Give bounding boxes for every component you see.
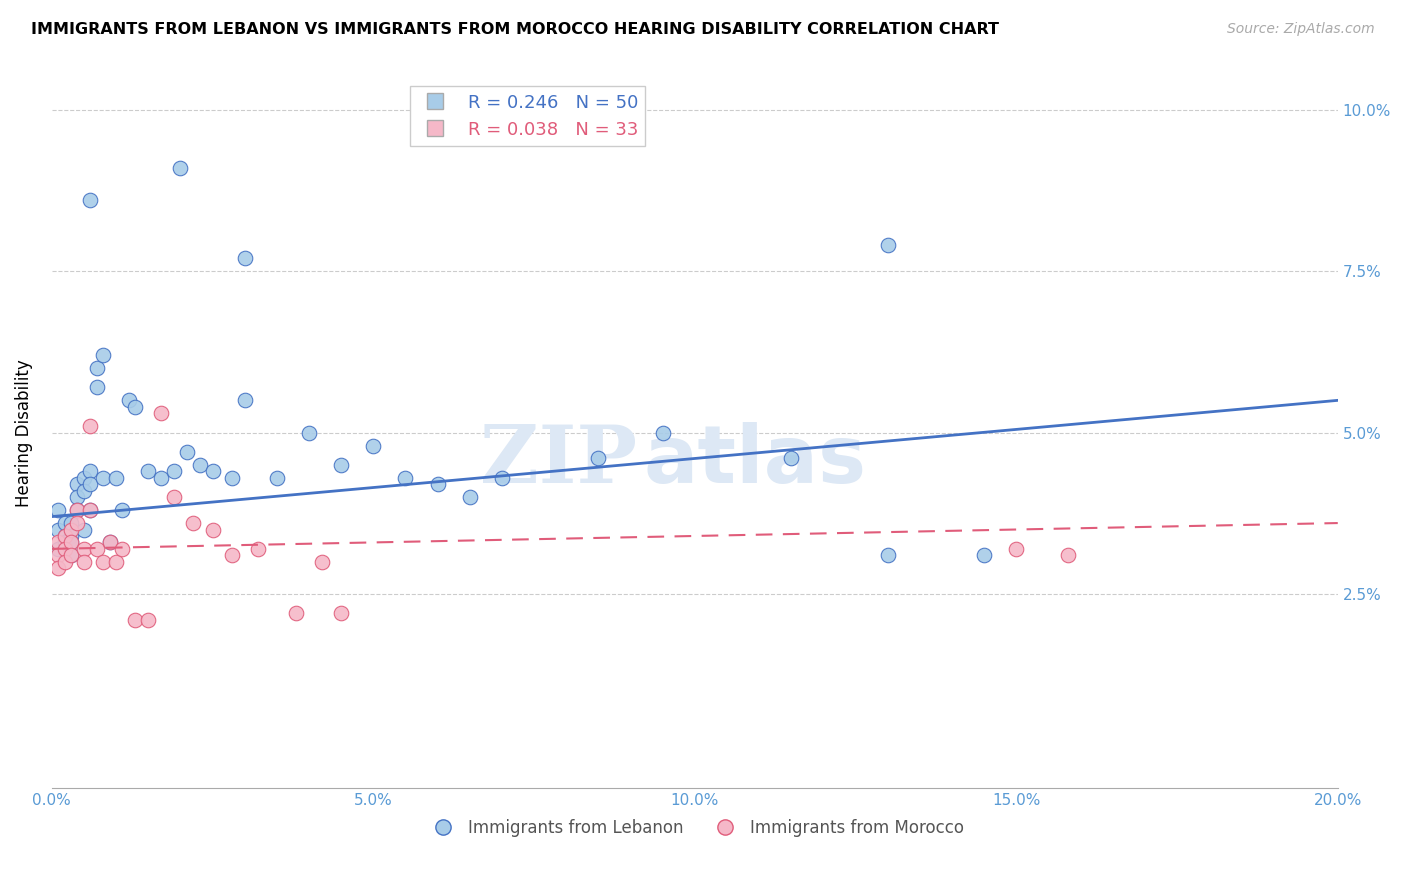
Text: ZIP: ZIP [479,422,637,500]
Point [780,451,803,466]
Point [53,516,76,530]
Point [124,613,146,627]
Point [66,477,89,491]
Point [79,503,101,517]
Point [111,541,134,556]
Point [163,490,186,504]
Point [46,535,69,549]
Point [91,471,114,485]
Point [86,361,108,376]
Point [163,464,186,478]
Point [79,419,101,434]
Point [651,425,673,440]
Point [53,541,76,556]
Text: atlas: atlas [644,422,866,500]
Point [98,535,121,549]
Point [60,516,83,530]
Point [60,523,83,537]
Point [221,549,243,563]
Point [73,523,96,537]
Y-axis label: Hearing Disability: Hearing Disability [15,359,32,507]
Point [60,549,83,563]
Point [246,541,269,556]
Point [86,380,108,394]
Point [973,549,995,563]
Point [118,393,141,408]
Point [330,458,353,472]
Text: Source: ZipAtlas.com: Source: ZipAtlas.com [1227,22,1375,37]
Point [86,541,108,556]
Point [60,535,83,549]
Point [66,503,89,517]
Point [105,555,128,569]
Point [46,549,69,563]
Point [79,193,101,207]
Point [73,471,96,485]
Point [491,471,513,485]
Point [91,348,114,362]
Point [188,458,211,472]
Point [394,471,416,485]
Point [53,535,76,549]
Point [98,535,121,549]
Point [169,161,191,175]
Point [53,529,76,543]
Point [876,238,898,252]
Point [426,477,449,491]
Text: IMMIGRANTS FROM LEBANON VS IMMIGRANTS FROM MOROCCO HEARING DISABILITY CORRELATIO: IMMIGRANTS FROM LEBANON VS IMMIGRANTS FR… [31,22,998,37]
Point [60,535,83,549]
Point [150,406,173,420]
Point [588,451,610,466]
Point [53,555,76,569]
Point [46,561,69,575]
Point [66,516,89,530]
Point [66,503,89,517]
Point [79,464,101,478]
Point [53,529,76,543]
Point [285,607,308,621]
Point [105,471,128,485]
Point [181,516,204,530]
Point [1056,549,1078,563]
Point [150,471,173,485]
Point [73,483,96,498]
Point [136,464,159,478]
Point [201,464,224,478]
Point [201,523,224,537]
Point [311,555,333,569]
Point [91,555,114,569]
Point [46,503,69,517]
Point [233,393,256,408]
Point [458,490,481,504]
Point [60,529,83,543]
Point [111,503,134,517]
Point [876,549,898,563]
Point [46,523,69,537]
Point [46,541,69,556]
Point [330,607,353,621]
Point [1005,541,1028,556]
Point [136,613,159,627]
Point [221,471,243,485]
Point [79,477,101,491]
Point [233,252,256,266]
Point [79,503,101,517]
Point [266,471,288,485]
Point [124,400,146,414]
Point [298,425,321,440]
Point [53,541,76,556]
Point [361,439,384,453]
Legend: Immigrants from Lebanon, Immigrants from Morocco: Immigrants from Lebanon, Immigrants from… [419,812,970,844]
Point [73,555,96,569]
Point [176,445,198,459]
Point [73,541,96,556]
Point [66,490,89,504]
Point [60,549,83,563]
